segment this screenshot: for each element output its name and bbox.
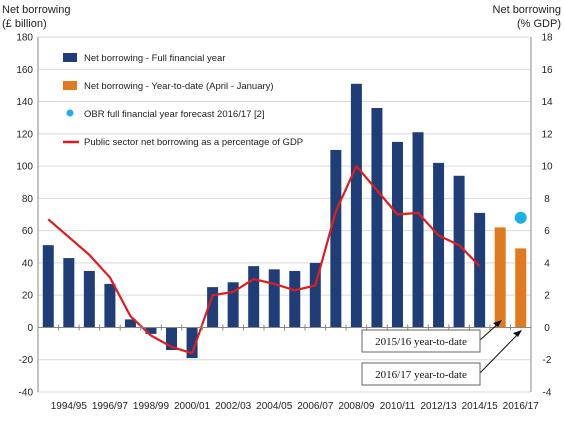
right-axis-title-line2: (% GDP) bbox=[517, 18, 561, 30]
bar-full-year-2008-09 bbox=[350, 83, 362, 328]
bar-full-year-2003-04 bbox=[248, 266, 260, 328]
right-axis-title-line1: Net borrowing bbox=[493, 4, 561, 16]
x-tick-label-2008-09: 2008/09 bbox=[338, 401, 375, 412]
y-left-tick-label: 180 bbox=[16, 33, 33, 44]
y-right-tick-label: -4 bbox=[543, 388, 552, 399]
y-left-tick-label: 80 bbox=[22, 194, 34, 205]
y-left-tick-label: 60 bbox=[22, 226, 34, 237]
bar-full-year-2001-02 bbox=[207, 287, 219, 328]
annotation-arrowhead-2015-16 bbox=[493, 320, 502, 327]
annotation-box-2015-16 bbox=[361, 329, 481, 353]
annotation-2016-17-year-to-date: 2016/17 year-to-date bbox=[375, 369, 467, 381]
y-right-tick-label: 16 bbox=[541, 65, 553, 76]
y-right-tick-label: 12 bbox=[541, 129, 553, 140]
bar-full-year-2013-14 bbox=[453, 175, 465, 328]
bar-full-year-1995-96 bbox=[83, 270, 95, 328]
y-left-tick-label: -40 bbox=[19, 388, 34, 399]
x-tick-label-2002-03: 2002/03 bbox=[215, 401, 252, 412]
y-left-tick-label: 100 bbox=[16, 162, 33, 173]
annotation-2015-16-year-to-date: 2015/16 year-to-date bbox=[375, 336, 467, 348]
bar-full-year-1997-98 bbox=[124, 319, 136, 328]
x-tick-label-2010-11: 2010/11 bbox=[380, 401, 416, 412]
legend-marker-obr-forecast bbox=[66, 109, 74, 117]
legend-label-gdp: Public sector net borrowing as a percent… bbox=[84, 137, 303, 148]
left-axis-title-line1: Net borrowing bbox=[2, 4, 70, 16]
y-right-tick-label: 8 bbox=[544, 194, 550, 205]
x-tick-label-1994-95: 1994/95 bbox=[51, 401, 88, 412]
bar-full-year-2009-10 bbox=[371, 108, 383, 328]
bar-full-year-2014-15 bbox=[474, 212, 486, 328]
y-left-tick-label: 0 bbox=[27, 323, 33, 334]
y-right-tick-label: 2 bbox=[544, 291, 550, 302]
y-left-tick-label: 160 bbox=[16, 65, 33, 76]
y-right-tick-label: 6 bbox=[544, 226, 550, 237]
bar-full-year-2006-07 bbox=[309, 262, 321, 328]
bar-full-year-2000-01 bbox=[186, 327, 198, 359]
y-left-tick-label: 140 bbox=[16, 97, 33, 108]
left-axis-title-line2: (£ billion) bbox=[2, 18, 47, 30]
x-tick-label-2000-01: 2000/01 bbox=[174, 401, 211, 412]
annotation-arrowhead-2016-17 bbox=[513, 330, 522, 337]
legend-swatch-full-year bbox=[63, 53, 77, 62]
bar-full-year-2010-11 bbox=[391, 141, 403, 328]
legend-label-obr-forecast: OBR full financial year forecast 2016/17… bbox=[84, 109, 265, 120]
bars bbox=[42, 83, 527, 359]
x-tick-label-1996-97: 1996/97 bbox=[92, 401, 129, 412]
annotation-box-2016-17 bbox=[361, 362, 481, 386]
y-right-tick-label: 0 bbox=[544, 323, 550, 334]
x-tick-label-2012-13: 2012/13 bbox=[420, 401, 457, 412]
bar-year-to-date-2015-16 bbox=[494, 227, 506, 328]
x-tick-label-2016-17: 2016/17 bbox=[503, 401, 540, 412]
x-tick-label-2004-05: 2004/05 bbox=[256, 401, 293, 412]
y-right-tick-label: 14 bbox=[541, 97, 553, 108]
legend: Net borrowing - Full financial year Net … bbox=[63, 53, 303, 148]
annotation-arrow-2016-17 bbox=[479, 332, 520, 374]
bar-full-year-1999-00 bbox=[166, 327, 178, 351]
legend-label-full-year: Net borrowing - Full financial year bbox=[84, 53, 226, 64]
line-gdp-percentage bbox=[47, 164, 481, 355]
y-right-tick-label: 4 bbox=[544, 258, 550, 269]
bar-full-year-1998-99 bbox=[145, 327, 157, 334]
bar-full-year-2011-12 bbox=[412, 132, 424, 328]
bar-year-to-date-2016-17 bbox=[515, 248, 527, 328]
y-left-tick-label: 40 bbox=[22, 258, 34, 269]
bar-full-year-2012-13 bbox=[433, 162, 445, 328]
legend-swatch-year-to-date bbox=[63, 81, 77, 90]
annotations: 2015/16 year-to-date 2016/17 year-to-dat… bbox=[361, 320, 522, 386]
bar-full-year-1994-95 bbox=[63, 258, 75, 328]
y-left-tick-label: 120 bbox=[16, 129, 33, 140]
x-tick-label-2006-07: 2006/07 bbox=[297, 401, 334, 412]
bar-full-year-1996-97 bbox=[104, 283, 116, 328]
legend-label-year-to-date: Net borrowing - Year-to-date (April - Ja… bbox=[84, 81, 274, 92]
axes: -40-20020406080100120140160180-4-2024681… bbox=[16, 33, 553, 413]
y-right-tick-label: 18 bbox=[541, 33, 553, 44]
bar-full-year-2002-03 bbox=[227, 282, 239, 328]
bar-full-year-2005-06 bbox=[289, 270, 301, 328]
bar-full-year-2004-05 bbox=[268, 269, 280, 328]
x-tick-label-2014-15: 2014/15 bbox=[462, 401, 499, 412]
bar-full-year-2007-08 bbox=[330, 149, 342, 328]
gdp-line-series bbox=[47, 164, 527, 355]
y-left-tick-label: -20 bbox=[19, 355, 34, 366]
bar-full-year-1993-94 bbox=[42, 245, 54, 328]
annotation-arrow-2015-16 bbox=[479, 322, 500, 341]
point-obr-forecast-2016-17 bbox=[514, 211, 527, 224]
y-left-tick-label: 20 bbox=[22, 291, 34, 302]
y-right-tick-label: 10 bbox=[541, 162, 553, 173]
y-right-tick-label: -2 bbox=[543, 355, 552, 366]
x-tick-label-1998-99: 1998/99 bbox=[133, 401, 170, 412]
